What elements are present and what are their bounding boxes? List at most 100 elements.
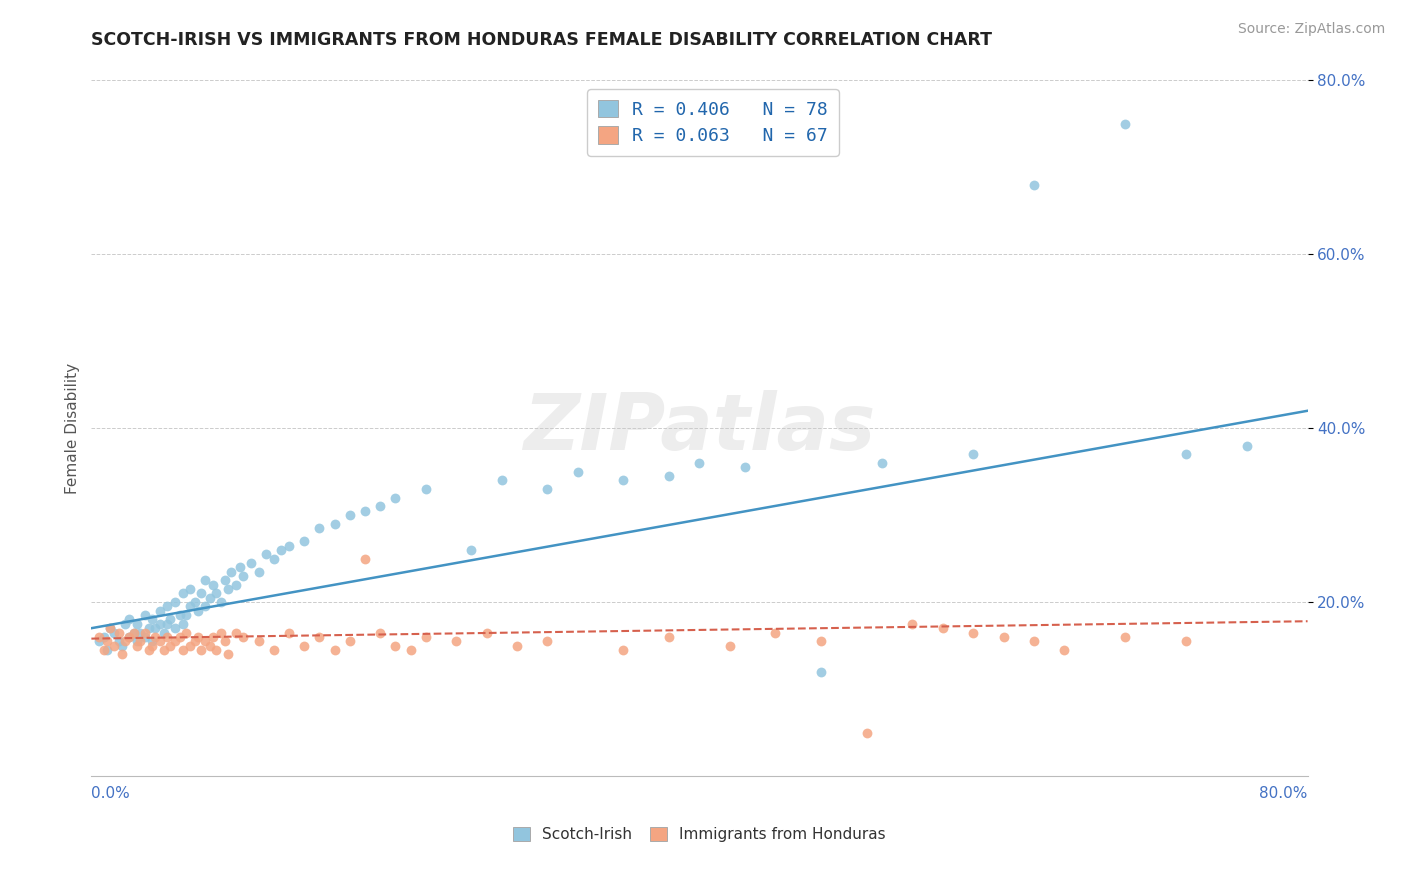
Text: SCOTCH-IRISH VS IMMIGRANTS FROM HONDURAS FEMALE DISABILITY CORRELATION CHART: SCOTCH-IRISH VS IMMIGRANTS FROM HONDURAS… — [91, 31, 993, 49]
Point — [415, 482, 437, 496]
Point — [118, 630, 141, 644]
Point — [187, 630, 209, 644]
Point — [506, 639, 529, 653]
Point — [270, 542, 292, 557]
Text: Source: ZipAtlas.com: Source: ZipAtlas.com — [1237, 22, 1385, 37]
Point — [184, 634, 207, 648]
Point — [444, 634, 467, 648]
Point — [96, 643, 118, 657]
Point — [460, 542, 482, 557]
Point — [658, 630, 681, 644]
Point — [159, 639, 181, 653]
Point — [198, 639, 221, 653]
Point — [415, 630, 437, 644]
Point — [179, 639, 201, 653]
Point — [174, 625, 197, 640]
Point — [688, 456, 710, 470]
Point — [111, 639, 134, 653]
Point — [159, 613, 181, 627]
Point — [129, 634, 152, 648]
Point — [225, 625, 247, 640]
Point — [134, 608, 156, 623]
Point — [149, 634, 172, 648]
Point — [810, 665, 832, 679]
Point — [122, 625, 145, 640]
Point — [141, 634, 163, 648]
Point — [172, 586, 194, 600]
Text: 80.0%: 80.0% — [1260, 787, 1308, 801]
Point — [163, 634, 186, 648]
Legend: Scotch-Irish, Immigrants from Honduras: Scotch-Irish, Immigrants from Honduras — [508, 821, 891, 848]
Point — [323, 516, 346, 531]
Point — [225, 578, 247, 592]
Point — [308, 521, 330, 535]
Point — [138, 621, 160, 635]
Point — [1053, 643, 1076, 657]
Point — [156, 616, 179, 631]
Point — [962, 625, 984, 640]
Point — [1174, 634, 1197, 648]
Point — [98, 621, 121, 635]
Point — [194, 599, 217, 614]
Point — [368, 500, 391, 514]
Point — [1174, 447, 1197, 461]
Point — [107, 634, 129, 648]
Point — [98, 621, 121, 635]
Point — [339, 634, 361, 648]
Point — [810, 634, 832, 648]
Point — [103, 625, 125, 640]
Point — [87, 630, 110, 644]
Point — [658, 469, 681, 483]
Point — [179, 599, 201, 614]
Point — [491, 473, 513, 487]
Point — [141, 613, 163, 627]
Point — [292, 534, 315, 549]
Text: ZIPatlas: ZIPatlas — [523, 390, 876, 467]
Point — [134, 625, 156, 640]
Point — [93, 643, 115, 657]
Point — [153, 625, 176, 640]
Point — [1114, 117, 1136, 131]
Point — [169, 630, 191, 644]
Point — [163, 621, 186, 635]
Point — [254, 547, 277, 561]
Point — [219, 565, 242, 579]
Point — [153, 643, 176, 657]
Point — [194, 634, 217, 648]
Point — [209, 625, 232, 640]
Point — [1236, 438, 1258, 452]
Point — [125, 634, 148, 648]
Point — [247, 634, 270, 648]
Text: 0.0%: 0.0% — [91, 787, 131, 801]
Point — [765, 625, 787, 640]
Point — [962, 447, 984, 461]
Point — [368, 625, 391, 640]
Point — [103, 639, 125, 653]
Point — [114, 616, 136, 631]
Point — [184, 595, 207, 609]
Point — [202, 630, 225, 644]
Point — [536, 482, 558, 496]
Point — [354, 551, 377, 566]
Point — [156, 599, 179, 614]
Point — [111, 648, 134, 662]
Point — [567, 465, 589, 479]
Point — [172, 616, 194, 631]
Point — [278, 539, 301, 553]
Point — [190, 586, 212, 600]
Point — [87, 634, 110, 648]
Point — [323, 643, 346, 657]
Point — [339, 508, 361, 523]
Point — [855, 725, 877, 739]
Point — [901, 616, 924, 631]
Point — [169, 608, 191, 623]
Point — [163, 595, 186, 609]
Point — [118, 630, 141, 644]
Point — [718, 639, 741, 653]
Point — [240, 556, 263, 570]
Point — [209, 595, 232, 609]
Point — [156, 630, 179, 644]
Y-axis label: Female Disability: Female Disability — [65, 362, 80, 494]
Point — [475, 625, 498, 640]
Point — [149, 604, 172, 618]
